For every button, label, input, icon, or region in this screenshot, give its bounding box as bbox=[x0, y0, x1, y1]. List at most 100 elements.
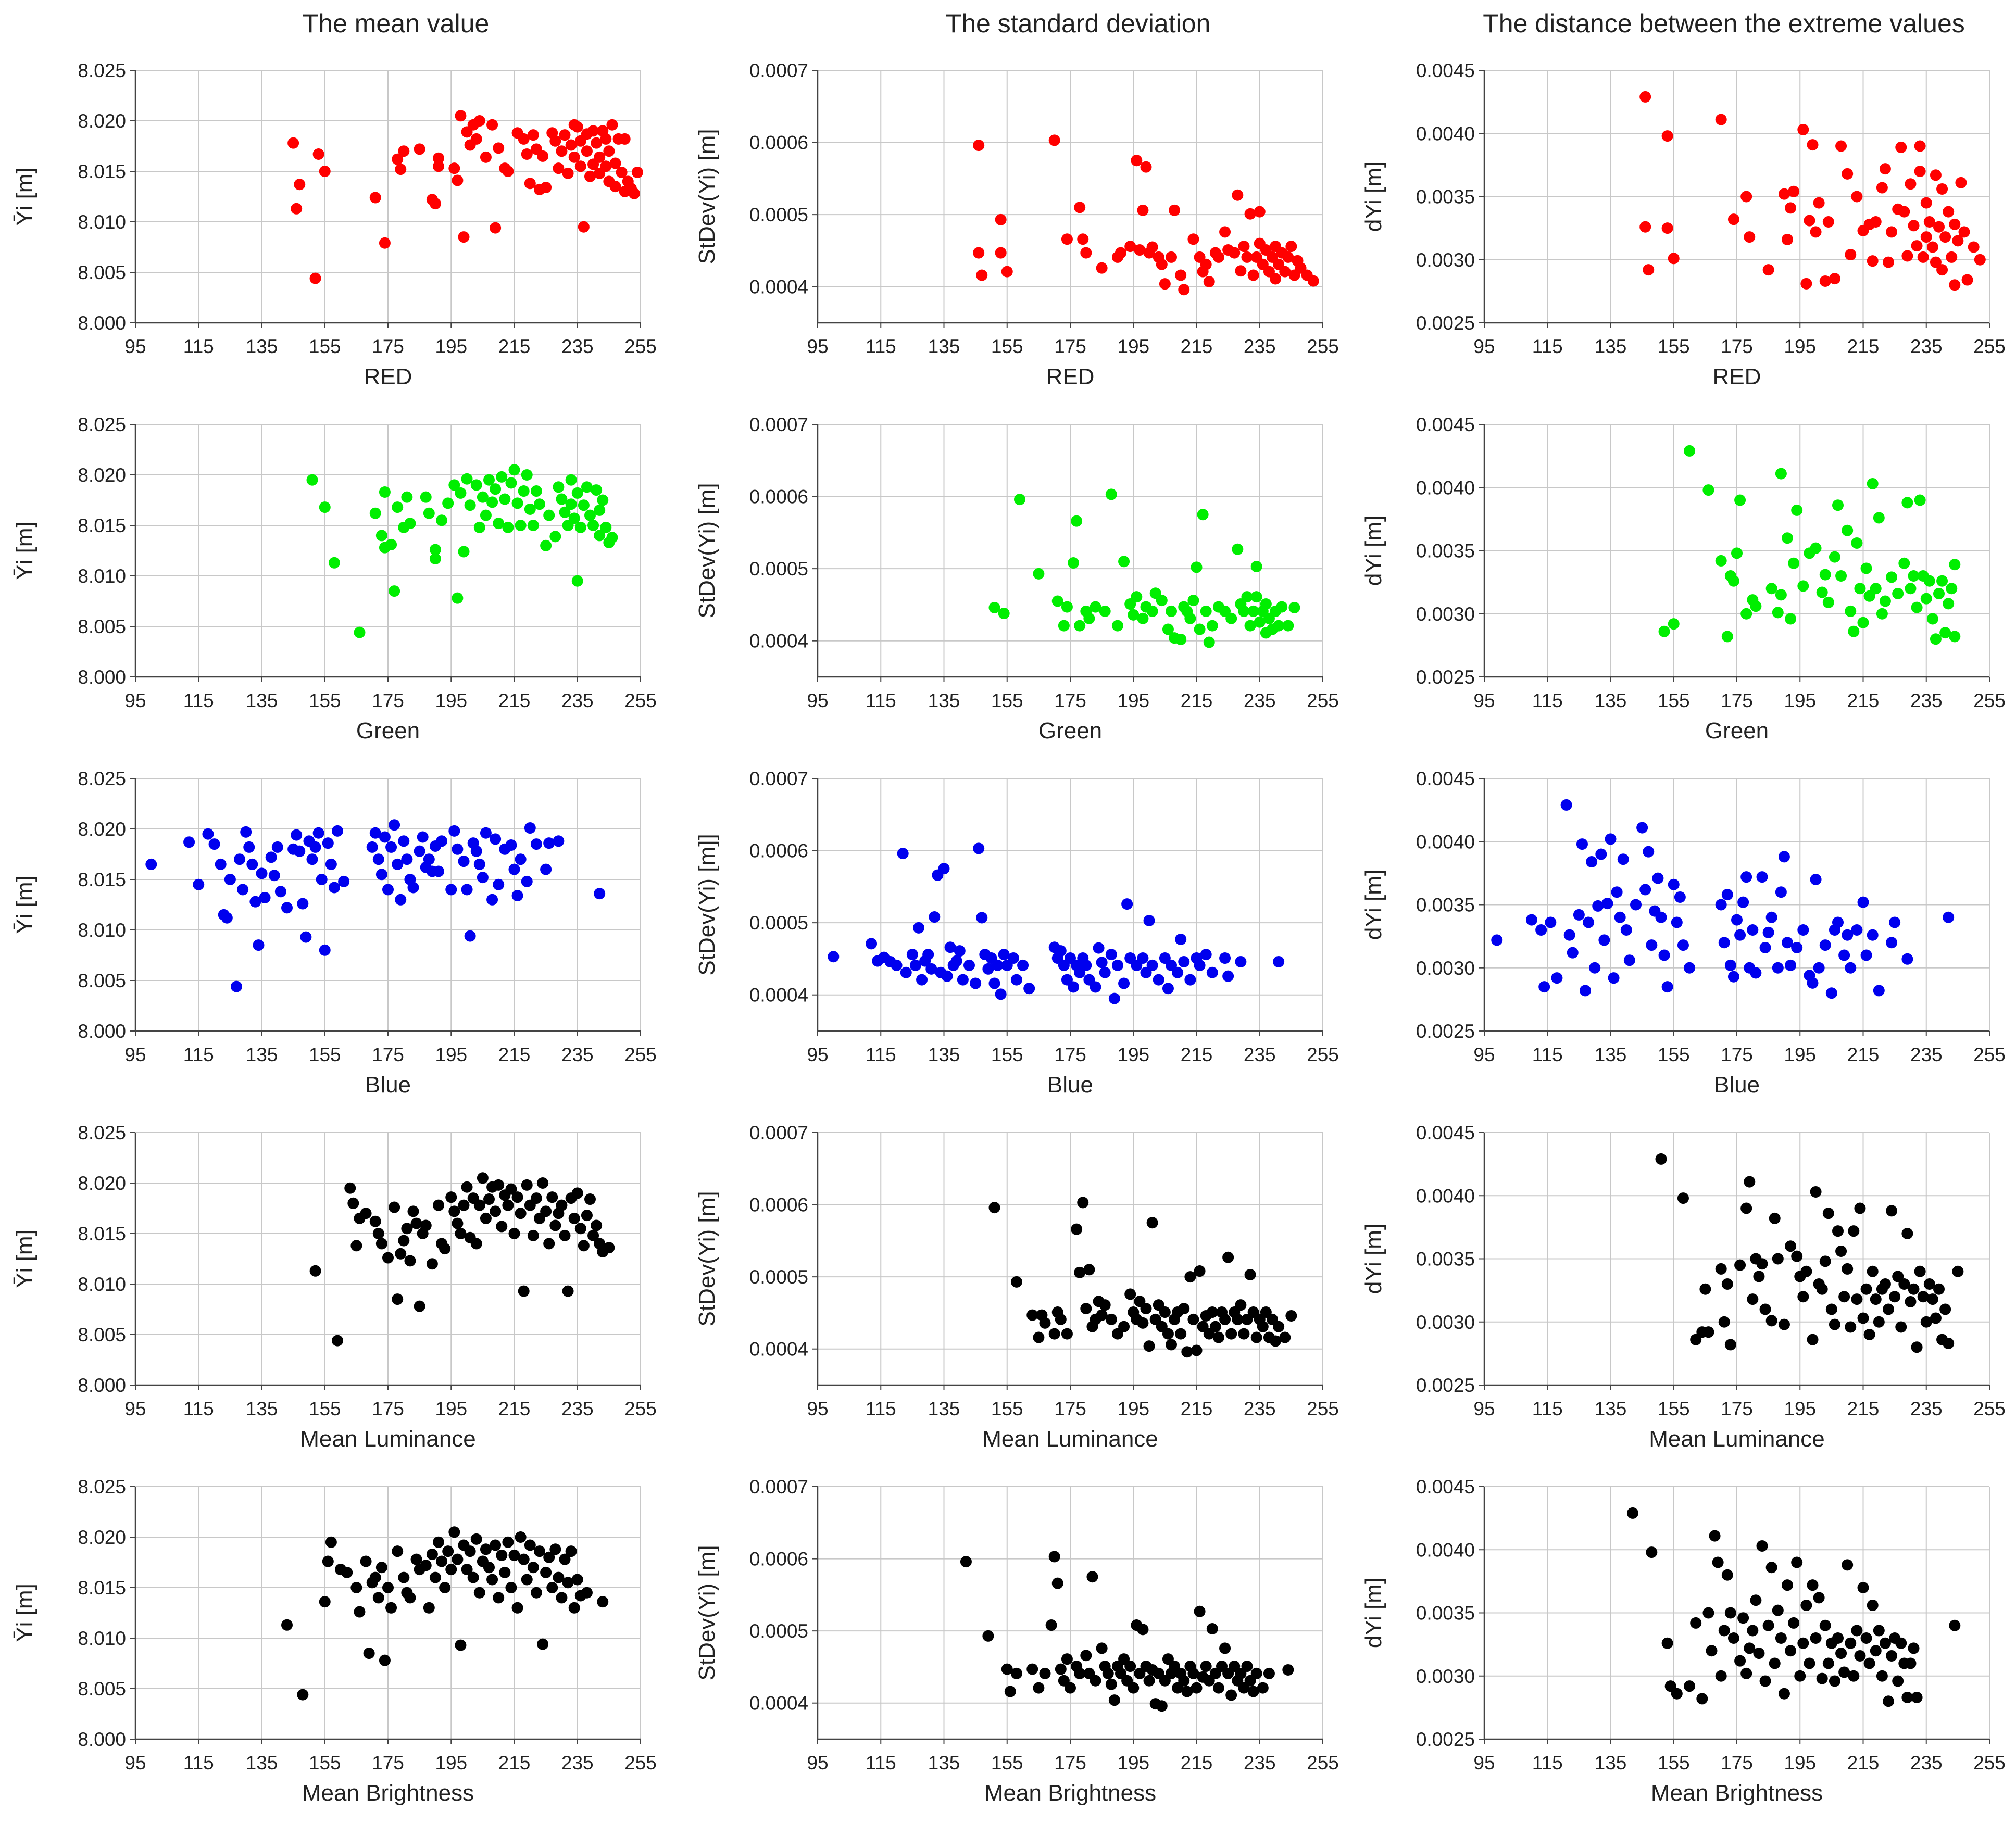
data-point-black bbox=[1137, 1317, 1149, 1329]
data-point-green bbox=[574, 521, 586, 533]
data-point-green bbox=[508, 464, 520, 476]
data-point-green bbox=[1105, 488, 1117, 500]
data-point-red bbox=[568, 151, 580, 163]
y-axis-title: Ȳi [m] bbox=[12, 1583, 37, 1642]
data-point-blue bbox=[1219, 952, 1231, 964]
data-point-green bbox=[455, 487, 467, 499]
x-axis-title: Blue bbox=[1047, 1072, 1093, 1098]
data-point-blue bbox=[1775, 886, 1787, 898]
x-tick-label: 175 bbox=[1721, 690, 1753, 711]
data-point-black bbox=[1273, 1321, 1285, 1332]
data-point-black bbox=[540, 1205, 552, 1217]
data-point-green bbox=[1727, 575, 1739, 587]
data-point-green bbox=[1785, 613, 1797, 625]
data-point-red bbox=[490, 222, 502, 234]
data-point-black bbox=[568, 1602, 580, 1614]
x-tick-label: 135 bbox=[1595, 1398, 1627, 1419]
data-point-red bbox=[1946, 251, 1958, 263]
data-point-red bbox=[392, 153, 404, 165]
data-point-blue bbox=[319, 944, 331, 956]
y-tick-label: 8.020 bbox=[78, 1527, 126, 1548]
data-point-red bbox=[995, 247, 1007, 259]
y-tick-label: 8.000 bbox=[78, 1375, 126, 1396]
data-point-black bbox=[455, 1639, 467, 1651]
data-point-black bbox=[1143, 1340, 1155, 1352]
data-point-blue bbox=[1545, 916, 1557, 928]
data-point-blue bbox=[369, 827, 381, 839]
data-point-black bbox=[1816, 1672, 1828, 1684]
data-point-blue bbox=[1724, 959, 1736, 971]
data-point-black bbox=[1923, 1278, 1935, 1290]
data-point-black bbox=[1090, 1675, 1101, 1687]
data-point-red bbox=[1914, 166, 1926, 177]
x-tick-label: 115 bbox=[866, 336, 896, 357]
data-point-blue bbox=[982, 963, 994, 975]
data-point-blue bbox=[1589, 962, 1601, 974]
data-point-black bbox=[319, 1596, 331, 1608]
data-point-red bbox=[1785, 202, 1797, 214]
data-point-red bbox=[587, 125, 599, 137]
data-point-black bbox=[518, 1553, 530, 1565]
data-point-black bbox=[470, 1238, 482, 1250]
data-point-green bbox=[477, 491, 489, 503]
x-tick-label: 135 bbox=[928, 1044, 960, 1065]
scatter-plot: 95 115 135 155 175 195 215 235 255 0.0004 0.0005 0.… bbox=[694, 768, 1339, 1098]
data-point-green bbox=[1901, 497, 1913, 509]
data-point-black bbox=[1876, 1670, 1888, 1682]
data-point-blue bbox=[1825, 987, 1837, 999]
x-tick-label: 95 bbox=[807, 1752, 828, 1774]
data-point-blue bbox=[954, 945, 966, 957]
data-point-black bbox=[1250, 1667, 1262, 1679]
data-point-black bbox=[490, 1205, 502, 1217]
data-point-black bbox=[1734, 1259, 1746, 1271]
y-tick-label: 0.0025 bbox=[1416, 1021, 1475, 1042]
x-tick-label: 195 bbox=[435, 1044, 467, 1065]
data-point-black bbox=[1765, 1562, 1777, 1574]
data-point-green bbox=[511, 497, 523, 509]
data-point-black bbox=[1263, 1667, 1275, 1679]
data-point-blue bbox=[464, 930, 476, 942]
y-tick-label: 8.025 bbox=[78, 414, 126, 435]
data-point-green bbox=[499, 493, 511, 505]
x-tick-label: 235 bbox=[561, 336, 594, 357]
x-tick-label: 195 bbox=[435, 336, 467, 357]
data-point-black bbox=[426, 1258, 438, 1270]
data-point-black bbox=[1952, 1265, 1964, 1277]
x-tick-label: 155 bbox=[991, 336, 1023, 357]
data-point-black bbox=[496, 1221, 508, 1233]
data-point-blue bbox=[271, 841, 283, 853]
data-point-black bbox=[581, 1587, 593, 1599]
data-point-green bbox=[464, 499, 476, 511]
x-axis-title: Mean Luminance bbox=[982, 1426, 1158, 1452]
data-point-red bbox=[1782, 233, 1793, 245]
x-tick-label: 175 bbox=[1054, 1044, 1086, 1065]
x-tick-label: 115 bbox=[866, 1752, 896, 1774]
data-point-green bbox=[1200, 605, 1212, 617]
data-point-blue bbox=[325, 858, 337, 870]
data-point-red bbox=[1958, 226, 1970, 238]
data-point-red bbox=[562, 167, 574, 179]
data-point-black bbox=[1832, 1632, 1844, 1644]
data-point-black bbox=[1026, 1663, 1038, 1675]
data-point-black bbox=[1655, 1153, 1667, 1165]
data-point-blue bbox=[221, 912, 233, 924]
data-point-blue bbox=[1598, 934, 1610, 946]
data-point-green bbox=[1282, 620, 1294, 632]
data-point-blue bbox=[1813, 962, 1825, 974]
data-point-green bbox=[1276, 601, 1288, 613]
data-point-black bbox=[1920, 1316, 1932, 1328]
data-point-green bbox=[389, 585, 400, 597]
data-point-blue bbox=[1807, 977, 1819, 989]
data-point-black bbox=[372, 1228, 384, 1239]
x-tick-label: 135 bbox=[246, 336, 278, 357]
data-point-green bbox=[1175, 633, 1187, 645]
data-point-blue bbox=[1560, 799, 1572, 811]
data-point-black bbox=[1718, 1625, 1730, 1637]
x-tick-label: 175 bbox=[1054, 1752, 1086, 1774]
data-point-blue bbox=[268, 870, 280, 882]
data-point-green bbox=[1203, 636, 1215, 648]
y-tick-label: 0.0025 bbox=[1416, 1375, 1475, 1396]
data-point-green bbox=[571, 487, 583, 499]
scatter-plot: 95 115 135 155 175 195 215 235 255 8.000 8.005 8.01… bbox=[12, 1476, 657, 1806]
x-tick-label: 155 bbox=[1658, 336, 1690, 357]
